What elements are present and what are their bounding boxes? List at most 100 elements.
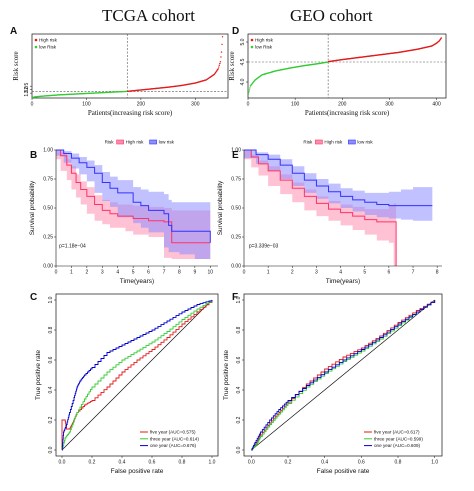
panel-C-ytick-label: 0.2 xyxy=(48,416,54,423)
panel-D-point xyxy=(249,87,251,89)
panel-E-xtick-label: 2 xyxy=(291,270,294,276)
panel-F-xtick-label: 0.6 xyxy=(358,460,365,466)
panel-D-xtick-label: 200 xyxy=(338,102,347,108)
panel-B-xtick-label: 0 xyxy=(55,270,58,276)
panel-F-ytick-label: 0.2 xyxy=(236,416,242,423)
panel-B-legend-high: High risk xyxy=(126,140,145,145)
panel-E-ytick-label: 0.00 xyxy=(231,264,241,270)
panel-B-xtick-label: 10 xyxy=(208,270,214,276)
header-tcga: TCGA cohort xyxy=(102,6,195,25)
panel-E-ylabel: Survival probability xyxy=(217,180,224,235)
panel-D-legend-low: low Risk xyxy=(255,45,273,50)
panel-C-ylabel: True positive rate xyxy=(35,350,42,400)
panel-E-ci-band-low xyxy=(244,150,433,221)
panel-A-series-high xyxy=(127,36,224,93)
panel-D-point xyxy=(248,89,251,91)
panel-letter-C: C xyxy=(30,292,37,303)
panel-A-ytick-label: 1.5 xyxy=(24,89,30,96)
panel-C-xtick-label: 0.2 xyxy=(89,460,96,466)
panel-F-ylabel: True positive rate xyxy=(223,350,230,400)
panel-B-legend-low-swatch xyxy=(149,139,157,145)
panel-E-legend-high: High risk xyxy=(324,140,343,145)
panel-E-xtick-label: 6 xyxy=(387,270,390,276)
panel-E-xtick-label: 3 xyxy=(315,270,318,276)
panel-C-xtick-label: 1.0 xyxy=(209,460,216,466)
panel-E-xtick-label: 8 xyxy=(436,270,439,276)
panel-E-pvalue: p=3.339e−03 xyxy=(249,243,279,249)
panel-D-ytick-label: 4.5 xyxy=(240,58,246,65)
panel-D-point xyxy=(248,91,250,93)
panel-E-km-curve-high xyxy=(244,149,397,266)
panel-F-ytick-label: 1.0 xyxy=(236,296,242,303)
panel-B-xtick-label: 6 xyxy=(147,270,150,276)
panel-A-xtick-label: 100 xyxy=(82,102,91,108)
panel-letter-A: A xyxy=(10,26,17,37)
panel-F-legend-entry-1: three year (AUC=0.599) xyxy=(374,436,423,441)
panel-D-xtick-label: 400 xyxy=(432,102,441,108)
panel-A-ytick-label: 2.5 xyxy=(24,82,30,89)
panel-C-xlabel: False positive rate xyxy=(111,468,164,475)
panel-A-ylabel: Risk score xyxy=(12,51,20,80)
panel-A-point xyxy=(217,68,219,70)
panel-B-ytick-label: 0.75 xyxy=(43,177,53,183)
panel-B-ytick-label: 1.00 xyxy=(43,148,53,154)
panel-B-legend-high-swatch xyxy=(116,139,124,145)
panel-D-frame xyxy=(247,33,447,99)
panel-A-legend-high: High risk xyxy=(39,38,58,43)
panel-F-ytick-label: 0.6 xyxy=(236,356,242,363)
panel-C-roc-five-year xyxy=(61,300,213,450)
panel-B-xtick-label: 8 xyxy=(178,270,181,276)
panel-C-ytick-label: 0.0 xyxy=(48,446,54,453)
panel-F-frame xyxy=(243,293,443,457)
panel-D-ylabel: Risk score xyxy=(228,51,236,80)
panel-D-legend-low-swatch xyxy=(250,45,254,49)
panel-C-legend-entry-1: three year (AUC=0.614) xyxy=(150,436,199,441)
panel-B-km-curve-high xyxy=(56,149,211,244)
panel-E-ytick-label: 0.25 xyxy=(231,235,241,241)
panel-F-ytick-label: 0.0 xyxy=(236,446,242,453)
panel-D-xtick-label: 0 xyxy=(247,102,250,108)
panel-E-legend-high-swatch xyxy=(315,139,323,145)
panel-F-ytick-label: 0.4 xyxy=(236,386,242,393)
panel-C-ytick-label: 1.0 xyxy=(48,296,54,303)
panel-B-ytick-label: 0.25 xyxy=(43,235,53,241)
panel-F-xtick-label: 1.0 xyxy=(431,460,438,466)
panel-B-xtick-label: 2 xyxy=(85,270,88,276)
panel-letter-F: F xyxy=(232,292,238,303)
panel-C-xtick-label: 0.6 xyxy=(149,460,156,466)
panel-B-pvalue: p=1.18e−04 xyxy=(59,243,86,249)
panel-F-xtick-label: 0.0 xyxy=(248,460,255,466)
panel-F-roc-one-year xyxy=(251,300,436,451)
panel-A-xtick-label: 0 xyxy=(31,102,34,108)
panel-A-xlabel: Patients(increasing risk score) xyxy=(88,109,173,117)
panel-D-legend-high-swatch xyxy=(250,38,254,42)
panel-A-xtick-label: 200 xyxy=(137,102,146,108)
panel-B-legend-title: Risk xyxy=(105,140,115,145)
panel-A-legend-low-swatch xyxy=(34,45,38,49)
panels: A0 100 200 3001.52.02.5Patients(increasing … xyxy=(10,26,447,475)
panel-E-ytick-label: 1.00 xyxy=(231,148,241,154)
panel-D-xtick-label: 100 xyxy=(291,102,300,108)
panel-A-point xyxy=(221,36,224,38)
panel-B-xtick-label: 1 xyxy=(70,270,73,276)
panel-B-ytick-label: 0.50 xyxy=(43,206,53,212)
panel-A-point xyxy=(220,51,223,53)
panel-F-xtick-label: 0.4 xyxy=(321,460,328,466)
panel-A-point xyxy=(221,43,223,46)
panel-C-xtick-label: 0.8 xyxy=(179,460,186,466)
panel-C-ytick-label: 0.8 xyxy=(48,326,54,333)
panel-F-diagonal xyxy=(251,299,435,451)
panel-E-xtick-label: 4 xyxy=(339,270,342,276)
panel-letter-D: D xyxy=(232,26,239,37)
panel-F-legend-entry-2: one year (AUC=0.609) xyxy=(374,443,421,448)
panel-B-xlabel: Time(years) xyxy=(120,278,154,285)
panel-D-point xyxy=(440,37,442,39)
panel-E-ytick-label: 0.50 xyxy=(231,206,241,212)
panel-letter-B: B xyxy=(30,150,37,161)
panel-B-legend-low: low risk xyxy=(159,140,175,145)
panel-C-xtick-label: 0.0 xyxy=(59,460,66,466)
panel-C-diagonal xyxy=(61,299,213,451)
panel-B-ytick-label: 0.00 xyxy=(43,264,53,270)
panel-E-legend-low: low risk xyxy=(357,140,373,145)
